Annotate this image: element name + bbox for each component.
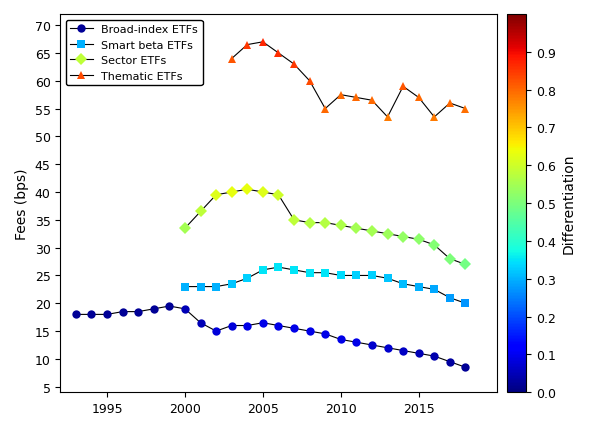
- Y-axis label: Differentiation: Differentiation: [561, 154, 575, 254]
- Legend: Broad-index ETFs, Smart beta ETFs, Sector ETFs, Thematic ETFs: Broad-index ETFs, Smart beta ETFs, Secto…: [66, 21, 203, 86]
- Y-axis label: Fees (bps): Fees (bps): [15, 168, 29, 240]
